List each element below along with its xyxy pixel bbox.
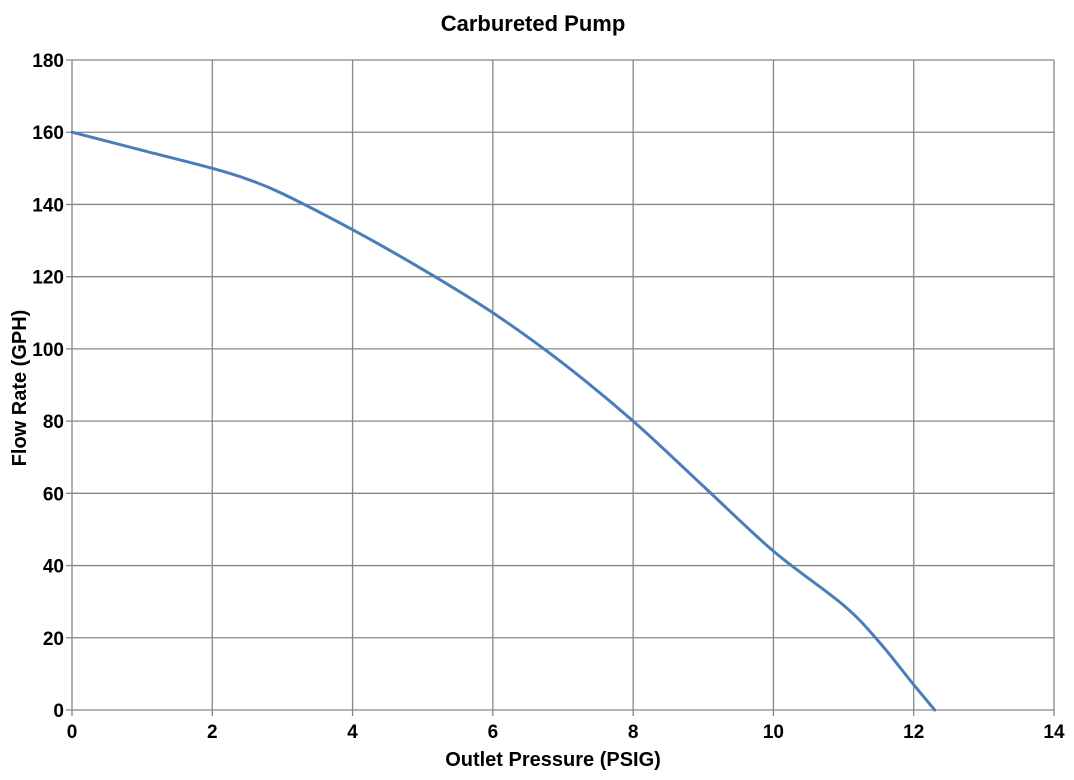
x-tick-label: 12 xyxy=(903,722,924,743)
x-tick-label: 6 xyxy=(488,722,499,743)
y-tick-label: 180 xyxy=(32,51,64,72)
y-tick-label: 60 xyxy=(43,484,64,505)
x-tick-label: 2 xyxy=(207,722,218,743)
y-axis-label: Flow Rate (GPH) xyxy=(9,310,31,467)
x-axis-label: Outlet Pressure (PSIG) xyxy=(445,749,661,771)
y-tick-label: 80 xyxy=(43,412,64,433)
y-tick-label: 40 xyxy=(43,557,64,578)
x-tick-label: 0 xyxy=(67,722,78,743)
y-tick-label: 140 xyxy=(32,195,64,216)
series-line xyxy=(70,130,937,712)
y-tick-label: 0 xyxy=(53,701,64,722)
x-tick-label: 14 xyxy=(1043,722,1065,743)
x-tick-label: 10 xyxy=(763,722,784,743)
x-tick-label: 4 xyxy=(347,722,358,743)
x-tick-label: 8 xyxy=(628,722,639,743)
chart-title: Carbureted Pump xyxy=(441,11,626,36)
x-axis-ticks: 0 2 4 6 8 10 12 14 xyxy=(67,722,1065,743)
y-tick-label: 20 xyxy=(43,629,64,650)
y-tick-label: 160 xyxy=(32,123,64,144)
y-tick-label: 120 xyxy=(32,268,64,289)
y-axis-ticks: 0 20 40 60 80 100 120 140 160 180 xyxy=(32,51,64,722)
grid-lines xyxy=(66,59,1055,716)
data-series xyxy=(70,130,937,712)
y-tick-label: 100 xyxy=(32,340,64,361)
